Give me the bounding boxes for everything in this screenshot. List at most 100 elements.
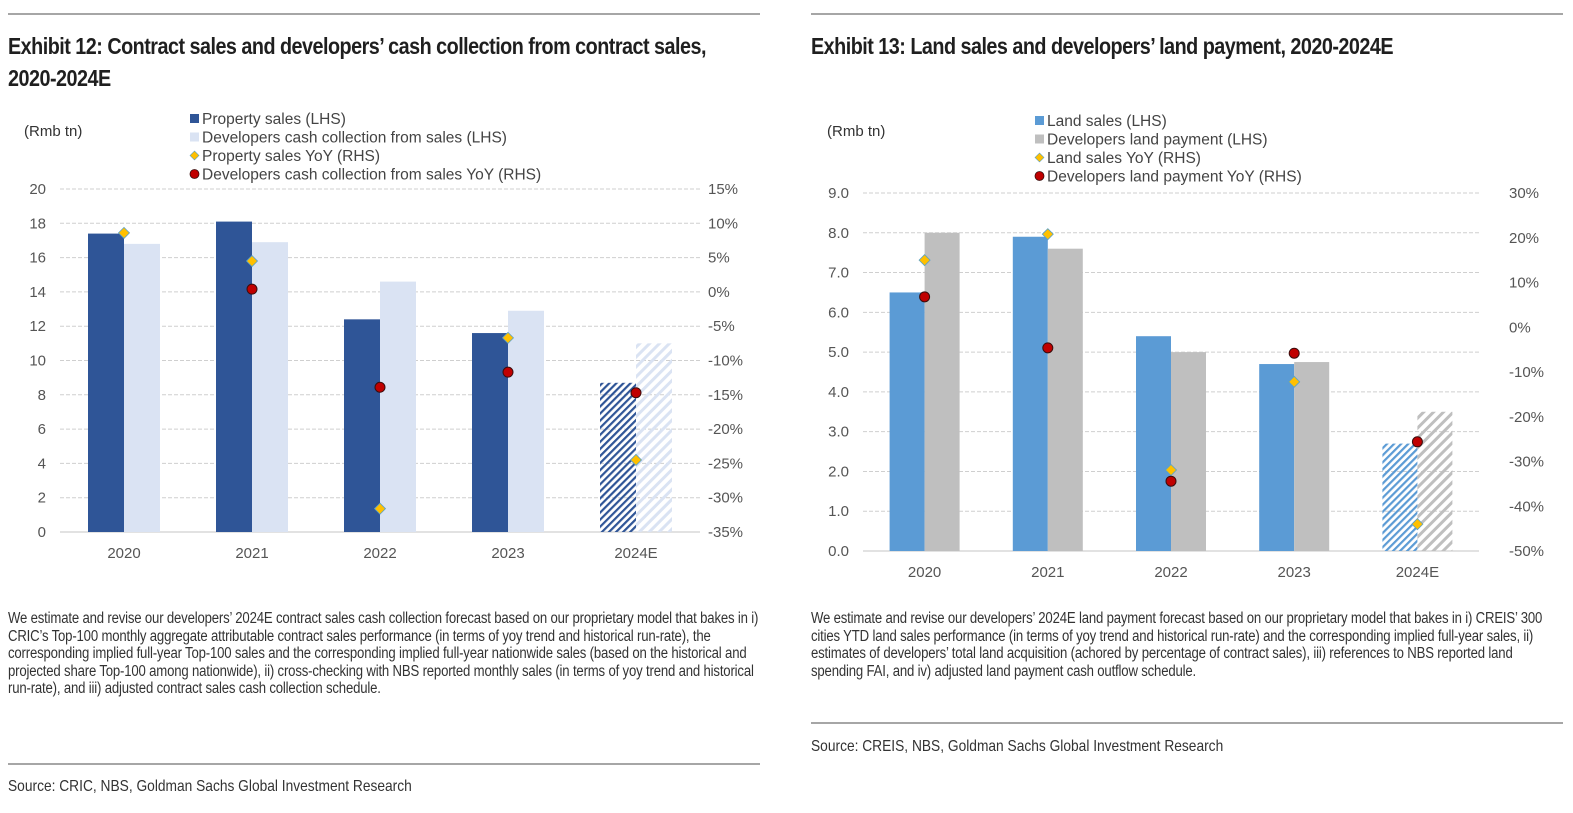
y2-tick-label: -40% — [1509, 498, 1544, 515]
exhibit-13-title: Exhibit 13: Land sales and developers’ l… — [811, 33, 1394, 59]
y-tick-label: 6 — [38, 421, 46, 438]
legend-label: Developers land payment (LHS) — [1047, 132, 1268, 149]
bar-secondary-2020 — [924, 232, 960, 551]
yoy-diamond-marker — [1411, 518, 1424, 531]
x-tick-label: 2020 — [107, 545, 140, 562]
yoy-diamond-marker — [1288, 375, 1301, 388]
x-tick-label: 2021 — [235, 545, 268, 562]
bar-primary-2022 — [344, 319, 380, 532]
x-tick-label: 2024E — [1396, 564, 1439, 581]
y-tick-label: 8 — [38, 387, 46, 404]
yoy-diamond-marker — [373, 502, 387, 515]
y2-tick-label: -35% — [708, 524, 743, 541]
legend-circle — [1034, 171, 1045, 181]
y2-tick-label: -10% — [1509, 364, 1544, 381]
bar-primary-2021 — [1012, 236, 1048, 551]
y2-tick-label: 30% — [1509, 185, 1539, 202]
yoy-circle-marker — [919, 291, 931, 303]
y-tick-label: 2.0 — [828, 463, 849, 480]
legend-swatch — [1035, 116, 1044, 125]
y2-tick-label: -5% — [708, 318, 735, 335]
bar-primary-2020 — [88, 233, 124, 532]
exhibit-13-note: We estimate and revise our developers’ 2… — [811, 610, 1543, 680]
exhibit-12-note: We estimate and revise our developers’ 2… — [8, 610, 759, 698]
legend-label: Developers cash collection from sales (L… — [202, 130, 507, 147]
bar-secondary-2024E — [636, 343, 672, 532]
bar-primary-2020 — [889, 292, 925, 551]
yoy-circle-marker — [1411, 436, 1423, 448]
legend-item: Developers land payment YoY (RHS) — [1034, 169, 1302, 186]
legend-label: Developers land payment YoY (RHS) — [1047, 169, 1302, 186]
legend-item: Developers land payment (LHS) — [1035, 132, 1268, 149]
yoy-circle-marker — [374, 381, 386, 393]
legend-swatch — [1035, 134, 1044, 144]
legend-label: Land sales YoY (RHS) — [1047, 150, 1201, 167]
y-tick-label: 4.0 — [828, 384, 849, 401]
legend-item: Developers cash collection from sales Yo… — [189, 167, 541, 184]
exhibit-12-title: Exhibit 12: Contract sales and developer… — [8, 33, 706, 91]
y2-tick-label: 0% — [1509, 319, 1531, 336]
exhibit-13-chart: (Rmb tn) 0.0 1.0 2.0 3.0 4.0 5.0 6.0 7.0 8.0 9.0 -5… — [827, 113, 1544, 581]
legend-swatch — [190, 132, 199, 142]
y2-tick-label: 10% — [708, 215, 738, 232]
legend-item: Land sales (LHS) — [1035, 113, 1167, 130]
y-tick-label: 0.0 — [828, 543, 849, 560]
x-tick-label: 2022 — [363, 545, 396, 562]
y-tick-label: 0 — [38, 524, 46, 541]
x-tick-label: 2023 — [1278, 564, 1311, 581]
y-tick-label: 20 — [29, 181, 46, 198]
y-tick-label: 18 — [29, 215, 46, 232]
bar-primary-2024E — [600, 382, 636, 532]
legend-diamond — [1034, 152, 1045, 163]
unit-label: (Rmb tn) — [24, 123, 82, 140]
exhibit-13-source: Source: CREIS, NBS, Goldman Sachs Global… — [811, 738, 1224, 755]
y-tick-label: 1.0 — [828, 503, 849, 520]
yoy-diamond-marker — [1041, 228, 1054, 241]
bar-secondary-2022 — [380, 281, 416, 532]
y2-tick-label: 20% — [1509, 230, 1539, 247]
y-tick-label: 9.0 — [828, 185, 849, 202]
bar-primary-2022 — [1136, 336, 1171, 551]
top-divider — [8, 13, 760, 15]
legend-swatch — [190, 114, 199, 123]
legend-label: Property sales YoY (RHS) — [202, 148, 380, 165]
x-tick-label: 2021 — [1031, 564, 1064, 581]
bar-secondary-2021 — [252, 242, 288, 533]
bar-primary-2024E — [1382, 443, 1418, 551]
legend-label: Property sales (LHS) — [202, 111, 346, 128]
x-tick-label: 2024E — [614, 545, 657, 562]
y2-tick-label: -10% — [708, 353, 743, 370]
top-divider — [811, 13, 1563, 15]
legend-label: Land sales (LHS) — [1047, 113, 1167, 130]
source-divider — [8, 763, 760, 765]
y2-tick-label: -15% — [708, 387, 743, 404]
yoy-diamond-marker — [629, 453, 643, 467]
bar-secondary-2024E — [1417, 411, 1453, 551]
yoy-diamond-marker — [1164, 463, 1178, 477]
y-tick-label: 5.0 — [828, 344, 849, 361]
y-tick-label: 16 — [29, 250, 46, 267]
y2-tick-label: 10% — [1509, 275, 1539, 292]
y-tick-label: 2 — [38, 490, 46, 507]
yoy-circle-marker — [1042, 342, 1054, 354]
yoy-circle-marker — [246, 283, 258, 295]
y-tick-label: 8.0 — [828, 225, 849, 242]
bar-secondary-2020 — [124, 243, 160, 532]
yoy-circle-marker — [1165, 475, 1177, 487]
y-tick-label: 10 — [29, 353, 46, 370]
y2-tick-label: -20% — [1509, 409, 1544, 426]
bar-primary-2021 — [216, 221, 252, 532]
bar-primary-2023 — [472, 333, 508, 532]
y-tick-label: 7.0 — [828, 265, 849, 282]
bar-secondary-2023 — [1294, 362, 1330, 551]
bar-secondary-2021 — [1047, 248, 1083, 551]
bar-secondary-2023 — [508, 310, 544, 532]
y2-tick-label: 5% — [708, 250, 730, 267]
x-tick-label: 2022 — [1154, 564, 1187, 581]
y2-tick-label: -30% — [1509, 454, 1544, 471]
exhibit-12-source: Source: CRIC, NBS, Goldman Sachs Global … — [8, 778, 412, 795]
y-tick-label: 12 — [29, 318, 46, 335]
legend-item: Developers cash collection from sales (L… — [190, 130, 507, 147]
legend-label: Developers cash collection from sales Yo… — [202, 167, 541, 184]
y-tick-label: 14 — [29, 284, 46, 301]
